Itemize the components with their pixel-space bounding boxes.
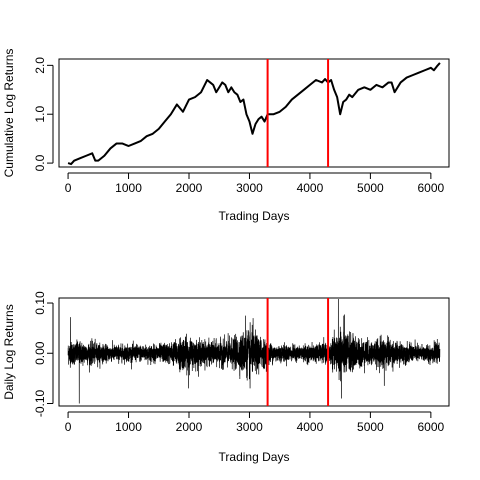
series-line — [67, 62, 441, 166]
y-axis: 0.0 1.0 2.0 — [33, 57, 54, 171]
x-axis-label: Trading Days — [219, 450, 290, 464]
x-axis: 0 1000 2000 3000 4000 5000 6000 — [65, 411, 445, 434]
x-axis: 0 1000 2000 3000 4000 5000 6000 — [65, 172, 445, 195]
plot-frame — [58, 58, 450, 168]
x-tick-label: 4000 — [297, 181, 324, 195]
y-tick-label: 1.0 — [33, 106, 47, 123]
x-tick-label: 1000 — [115, 181, 142, 195]
y-tick-label: 2.0 — [33, 57, 47, 74]
x-axis-label: Trading Days — [219, 209, 290, 223]
x-tick-label: 4000 — [297, 420, 324, 434]
x-tick-label: 6000 — [418, 181, 445, 195]
x-tick-label: 3000 — [236, 181, 263, 195]
y-tick-label: -0.10 — [33, 389, 47, 417]
series-layer — [67, 298, 441, 404]
x-tick-label: 2000 — [176, 420, 203, 434]
series-line — [67, 298, 441, 404]
vline-layer — [266, 59, 330, 167]
y-axis-label: Cumulative Log Returns — [2, 49, 16, 178]
y-tick-label: 0.00 — [33, 341, 47, 365]
y-tick-label: 0.0 — [33, 154, 47, 171]
series-layer — [67, 62, 441, 166]
x-tick-label: 5000 — [357, 420, 384, 434]
vline-layer — [266, 298, 330, 406]
daily-returns-chart: 0 1000 2000 3000 4000 5000 6000 -0.100.000.10 … — [2, 291, 450, 464]
x-tick-label: 3000 — [236, 420, 263, 434]
x-tick-label: 6000 — [418, 420, 445, 434]
x-tick-label: 0 — [65, 420, 72, 434]
x-tick-label: 2000 — [176, 181, 203, 195]
plot-frame — [58, 297, 450, 407]
x-tick-label: 0 — [65, 181, 72, 195]
y-axis: -0.10 0.00 0.10 — [33, 291, 54, 417]
y-tick-label: 0.10 — [33, 291, 47, 315]
x-tick-label: 1000 — [115, 420, 142, 434]
cumulative-returns-chart: 0 1000 2000 3000 4000 5000 6000 0.0 1.0 2.0 Trad… — [2, 49, 450, 223]
x-tick-label: 5000 — [357, 181, 384, 195]
y-axis-label: Daily Log Returns — [2, 304, 16, 399]
